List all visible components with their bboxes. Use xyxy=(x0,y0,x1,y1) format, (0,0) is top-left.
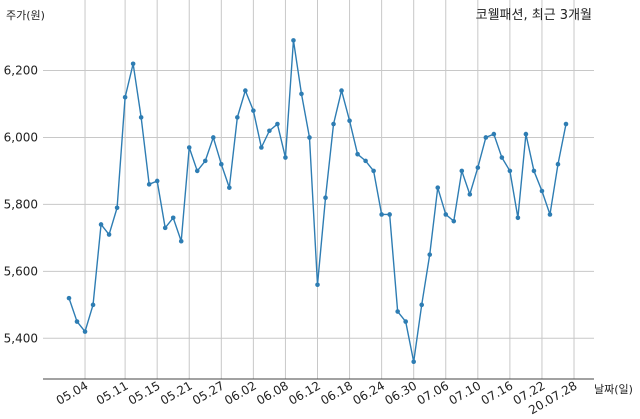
data-point xyxy=(162,225,168,231)
x-tick-label: 07.10 xyxy=(447,378,484,407)
data-point xyxy=(411,359,416,365)
data-point xyxy=(555,161,561,167)
chart-title: 코웰패션, 최근 3개월 xyxy=(476,8,592,23)
data-point xyxy=(491,131,497,137)
data-point xyxy=(219,161,224,167)
data-point xyxy=(90,302,96,308)
y-tick-label: 6,000 xyxy=(4,130,38,144)
data-point xyxy=(235,115,240,120)
data-point xyxy=(275,121,280,127)
data-point xyxy=(251,108,256,113)
data-point xyxy=(130,61,136,67)
data-point xyxy=(267,128,272,134)
x-tick-label: 06.30 xyxy=(382,378,419,407)
data-point xyxy=(299,91,304,97)
data-point xyxy=(435,185,441,190)
data-point xyxy=(499,155,505,160)
data-point xyxy=(443,212,449,217)
data-point xyxy=(419,302,425,308)
data-point xyxy=(122,94,128,100)
data-point xyxy=(379,212,384,217)
data-point xyxy=(395,309,400,314)
data-point xyxy=(515,215,521,221)
y-tick-label: 5,600 xyxy=(4,264,38,278)
data-point xyxy=(186,145,192,150)
x-axis-label: 날짜(일) xyxy=(594,382,633,396)
data-point xyxy=(194,168,200,174)
grid-layer xyxy=(43,0,594,379)
data-point xyxy=(475,165,481,170)
data-point xyxy=(66,295,72,301)
data-point xyxy=(355,151,360,157)
x-tick-label: 05.21 xyxy=(158,378,195,407)
series-layer xyxy=(66,38,569,365)
x-tick-label: 05.15 xyxy=(126,378,163,407)
data-point xyxy=(539,188,545,194)
y-tick-label: 6,200 xyxy=(4,64,38,78)
x-tick-label: 06.24 xyxy=(350,378,387,407)
data-point xyxy=(138,115,144,120)
data-point xyxy=(427,252,433,257)
data-point xyxy=(170,215,176,221)
data-point xyxy=(523,131,529,137)
x-tick-label: 07.06 xyxy=(415,378,452,407)
data-point xyxy=(146,182,152,187)
data-point xyxy=(387,212,392,217)
data-point xyxy=(331,121,336,127)
data-point xyxy=(467,192,473,197)
data-point xyxy=(323,195,328,201)
data-point xyxy=(507,168,513,174)
data-point xyxy=(459,168,465,174)
data-point xyxy=(98,222,104,227)
data-point xyxy=(339,88,344,93)
data-point xyxy=(483,135,489,140)
data-point xyxy=(291,38,296,43)
data-point xyxy=(347,118,352,124)
x-tick-label: 07.16 xyxy=(479,378,516,407)
data-point xyxy=(74,319,80,324)
data-point xyxy=(403,319,408,324)
data-point xyxy=(363,158,368,164)
data-point xyxy=(563,121,569,127)
data-point xyxy=(307,135,312,140)
x-tick-label: 06.18 xyxy=(318,378,355,407)
x-tick-label: 06.08 xyxy=(254,378,291,407)
data-point xyxy=(531,168,537,174)
data-point xyxy=(315,282,320,288)
data-point xyxy=(202,158,208,164)
data-point xyxy=(259,145,264,150)
tick-layer: 5,400 5,600 5,800 6,000 6,200 05.04 05.1105.15… xyxy=(4,64,580,418)
data-point xyxy=(106,232,112,237)
data-point xyxy=(283,155,288,160)
x-tick-label: 05.04 xyxy=(54,378,91,407)
data-point xyxy=(82,329,88,334)
y-tick-label: 5,400 xyxy=(4,331,38,345)
data-point xyxy=(114,205,120,211)
y-axis-label: 주가(원) xyxy=(6,9,45,22)
data-point xyxy=(154,178,160,184)
data-point xyxy=(243,88,248,93)
x-tick-label: 05.11 xyxy=(94,378,131,407)
y-tick-label: 5,800 xyxy=(4,197,38,211)
data-point xyxy=(451,218,457,224)
x-tick-label: 06.12 xyxy=(286,378,323,407)
x-tick-label: 05.27 xyxy=(190,378,227,407)
data-point xyxy=(371,168,376,174)
data-point xyxy=(227,185,232,190)
x-tick-label: 06.02 xyxy=(222,378,259,407)
data-point xyxy=(547,212,553,217)
data-point xyxy=(178,238,184,244)
data-point xyxy=(210,135,216,140)
